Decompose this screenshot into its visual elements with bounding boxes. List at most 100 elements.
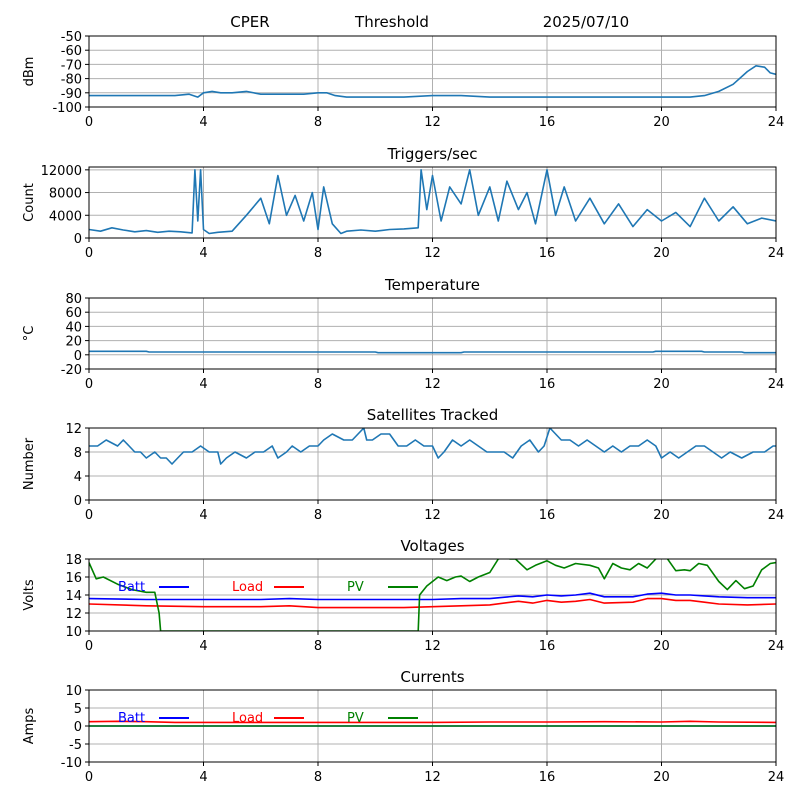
x-tick-label: 0: [85, 770, 93, 785]
legend-label-pv: PV: [347, 580, 364, 595]
y-axis-label: Number: [22, 437, 37, 490]
x-tick-label: 4: [199, 115, 207, 130]
chart-title: Triggers/sec: [387, 145, 478, 163]
series-line-0: [89, 350, 776, 354]
y-tick-label: 18: [65, 553, 82, 568]
y-tick-label: 0: [74, 720, 82, 735]
y-tick-label: 5: [74, 702, 82, 717]
x-tick-label: 24: [768, 246, 785, 261]
header-mode: Threshold: [354, 13, 429, 31]
x-tick-label: 12: [424, 770, 441, 785]
y-tick-label: 40: [65, 320, 82, 335]
x-tick-label: 24: [768, 639, 785, 654]
y-tick-label: -90: [61, 87, 82, 102]
y-tick-label: -10: [61, 756, 82, 771]
chart-currents: 0 4 8 12 16 20 24 -10 -5 0 5 10 Currents Amps Batt Load…: [22, 668, 784, 785]
y-tick-label: 12: [65, 422, 82, 437]
series-line-load: [89, 720, 776, 724]
x-tick-label: 16: [539, 508, 556, 523]
series-line-0: [89, 428, 776, 465]
chart-title: Currents: [400, 668, 464, 686]
x-tick-label: 16: [539, 770, 556, 785]
x-tick-label: 0: [85, 115, 93, 130]
x-tick-label: 24: [768, 115, 785, 130]
y-tick-label: -60: [61, 44, 82, 59]
y-tick-label: 4: [74, 470, 82, 485]
series-line-0: [89, 169, 776, 235]
x-tick-label: 12: [424, 115, 441, 130]
x-tick-label: 4: [199, 377, 207, 392]
series-line-pv: [89, 559, 776, 631]
y-axis-label: dBm: [22, 57, 37, 87]
y-tick-label: 4000: [49, 209, 82, 224]
x-tick-label: 12: [424, 246, 441, 261]
y-axis-label: Volts: [22, 579, 37, 611]
y-axis-label: Count: [22, 183, 37, 222]
y-axis-label: Amps: [22, 707, 37, 744]
y-axis-label: °C: [22, 326, 37, 342]
y-tick-label: 12000: [41, 164, 82, 179]
x-tick-label: 16: [539, 115, 556, 130]
x-tick-label: 20: [653, 639, 670, 654]
y-tick-label: -50: [61, 30, 82, 45]
x-tick-label: 12: [424, 639, 441, 654]
x-tick-label: 8: [314, 508, 322, 523]
y-tick-label: 0: [74, 349, 82, 364]
chart-satellites: 0 4 8 12 16 20 24 0 4 8 12 Satellites Tracked Number: [22, 406, 784, 523]
x-tick-label: 8: [314, 770, 322, 785]
y-tick-label: 10: [65, 625, 82, 640]
x-tick-label: 12: [424, 377, 441, 392]
x-tick-label: 8: [314, 377, 322, 392]
y-tick-label: -5: [69, 738, 82, 753]
legend-label-batt: Batt: [118, 711, 145, 726]
x-tick-label: 8: [314, 639, 322, 654]
y-tick-label: 14: [65, 589, 82, 604]
y-tick-label: 16: [65, 571, 82, 586]
x-tick-label: 0: [85, 508, 93, 523]
x-tick-label: 16: [539, 639, 556, 654]
y-tick-label: 10: [65, 684, 82, 699]
y-tick-label: 20: [65, 335, 82, 350]
header-site: CPER: [230, 13, 269, 31]
y-tick-label: -70: [61, 58, 82, 73]
legend-label-load: Load: [232, 711, 263, 726]
y-tick-label: 12: [65, 607, 82, 622]
y-tick-label: -80: [61, 73, 82, 88]
y-tick-label: 8000: [49, 187, 82, 202]
x-tick-label: 8: [314, 246, 322, 261]
y-tick-label: 0: [74, 232, 82, 247]
x-tick-label: 4: [199, 770, 207, 785]
y-tick-label: 8: [74, 446, 82, 461]
series-line-load: [89, 597, 776, 609]
chart-title: Satellites Tracked: [367, 406, 498, 424]
legend-label-load: Load: [232, 580, 263, 595]
x-tick-label: 20: [653, 377, 670, 392]
x-tick-label: 4: [199, 508, 207, 523]
x-tick-label: 20: [653, 508, 670, 523]
x-tick-label: 20: [653, 115, 670, 130]
x-tick-label: 24: [768, 770, 785, 785]
legend-label-pv: PV: [347, 711, 364, 726]
x-tick-label: 12: [424, 508, 441, 523]
x-tick-label: 16: [539, 246, 556, 261]
chart-title: Temperature: [384, 276, 480, 294]
x-tick-label: 24: [768, 377, 785, 392]
x-tick-label: 20: [653, 770, 670, 785]
x-tick-label: 16: [539, 377, 556, 392]
x-tick-label: 4: [199, 639, 207, 654]
series-line-0: [89, 65, 776, 98]
chart-power: 0 4 8 12 16 20 24 -100-90-80-70-60-50 dBm: [22, 30, 784, 130]
y-tick-label: -100: [52, 101, 82, 116]
x-tick-label: 4: [199, 246, 207, 261]
y-tick-label: 60: [65, 306, 82, 321]
chart-triggers: 0 4 8 12 16 20 24 0 4000 8000 12000 Triggers/sec Cou…: [22, 145, 784, 261]
y-tick-label: 80: [65, 292, 82, 307]
legend-label-batt: Batt: [118, 580, 145, 595]
x-tick-label: 0: [85, 246, 93, 261]
chart-title: Voltages: [400, 537, 464, 555]
x-tick-label: 20: [653, 246, 670, 261]
